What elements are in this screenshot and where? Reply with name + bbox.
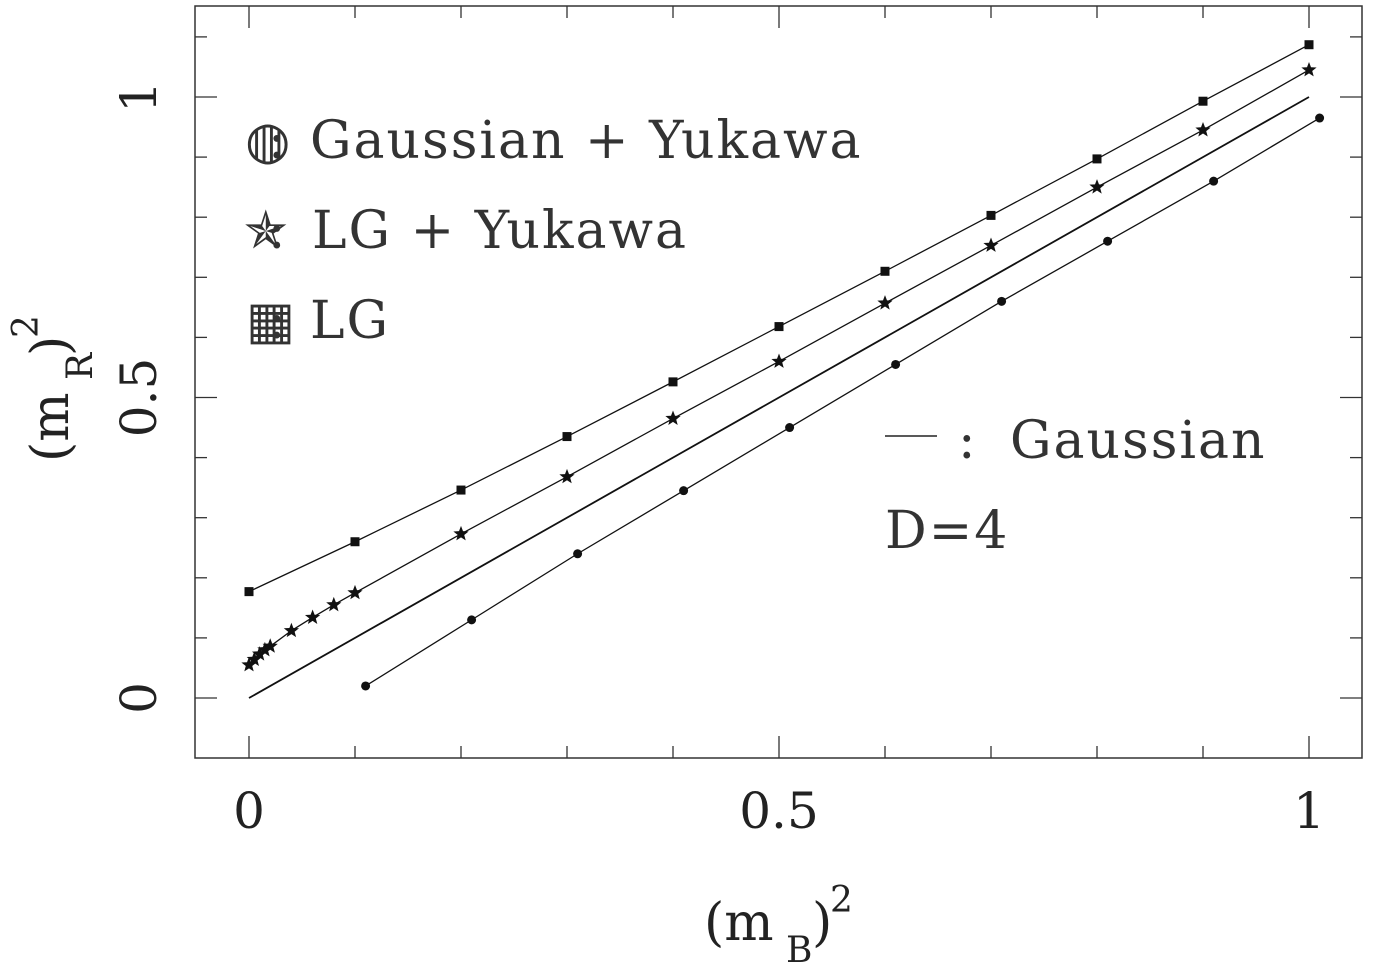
legend-sep-lg-yukawa: :: [268, 201, 288, 261]
data-point-circle: [1209, 176, 1219, 186]
gaussian-legend: : Gaussian: [885, 411, 1267, 471]
axis-ticks: 0 0.5 1 0 0.5 1: [110, 6, 1362, 840]
data-point-star: [241, 656, 257, 672]
data-point-square: [668, 377, 678, 387]
legend-symbol-lg-yukawa: ✯: [244, 201, 290, 261]
y-tick-label: 0: [110, 682, 168, 714]
data-point-star: [1301, 61, 1317, 77]
dimension-annotation: D=4: [885, 501, 1009, 561]
data-point-circle: [1103, 236, 1113, 246]
data-point-star: [877, 295, 893, 310]
legend-symbol-lg: ▦: [246, 291, 297, 351]
y-tick-label: 0.5: [110, 358, 168, 438]
y-tick-label-group: 1: [110, 81, 168, 113]
data-point-square: [986, 210, 996, 220]
data-point-star: [559, 468, 575, 484]
legend-sep-gaussian-yukawa: :: [268, 111, 288, 171]
series-layer: [241, 40, 1325, 699]
data-point-circle: [573, 549, 583, 559]
data-point-square: [1304, 40, 1314, 50]
data-point-star: [304, 609, 321, 624]
data-point-circle: [997, 296, 1007, 306]
data-point-square: [562, 432, 572, 442]
x-tick-label: 1: [1293, 782, 1325, 840]
x-axis-label-base: (m: [704, 893, 774, 953]
gaussian-legend-label: Gaussian: [1010, 411, 1267, 471]
legend-label-gaussian-yukawa: Gaussian + Yukawa: [310, 111, 862, 171]
data-point-square: [1092, 154, 1102, 164]
data-point-star: [983, 237, 999, 252]
data-point-star: [283, 622, 300, 638]
data-point-square: [880, 266, 890, 276]
data-point-star: [326, 596, 342, 612]
data-point-star: [771, 353, 787, 368]
data-point-square: [774, 322, 784, 332]
y-axis-label-sub: R: [60, 352, 101, 380]
data-point-circle: [361, 681, 371, 691]
y-axis-label-base: (m: [21, 392, 81, 462]
legend-label-lg: LG: [310, 291, 390, 351]
data-point-square: [350, 537, 360, 547]
data-point-star: [257, 641, 273, 657]
data-point-circle: [891, 359, 901, 369]
data-point-star: [1195, 122, 1211, 137]
y-axis-label-tail: ): [21, 336, 81, 356]
x-axis-label-sup: 2: [830, 880, 853, 921]
series-line: [365, 117, 1320, 687]
data-point-circle: [1315, 113, 1325, 123]
x-axis-label: (m B ) 2: [704, 880, 853, 970]
data-point-star: [1089, 179, 1105, 194]
data-point-square: [456, 485, 466, 495]
legend-sep-lg: :: [268, 291, 288, 351]
y-tick-label: 1: [110, 81, 168, 113]
series-line: [248, 96, 1310, 699]
data-point-star: [347, 584, 363, 600]
x-tick-label: 0.5: [739, 782, 819, 840]
data-point-star: [262, 638, 278, 653]
data-point-star: [453, 525, 469, 541]
y-axis-label: (m R ) 2: [6, 315, 101, 462]
y-tick-label-group: 0.5: [110, 358, 168, 438]
x-tick-label: 0: [233, 782, 265, 840]
gaussian-legend-sep: :: [958, 411, 978, 471]
y-axis-label-sup: 2: [6, 315, 47, 338]
y-tick-label-group: 0: [110, 682, 168, 714]
legend-label-lg-yukawa: LG + Yukawa: [312, 201, 688, 261]
x-axis-label-sub: B: [786, 930, 812, 970]
data-point-circle: [467, 615, 477, 625]
data-point-star: [251, 646, 268, 661]
data-point-star: [246, 651, 262, 667]
data-point-circle: [785, 423, 795, 433]
data-point-star: [665, 410, 681, 426]
data-point-square: [1198, 96, 1208, 106]
legend: ◍ : Gaussian + Yukawa ✯ : LG + Yukawa ▦ …: [244, 111, 862, 351]
data-point-square: [244, 587, 254, 597]
data-point-circle: [679, 486, 689, 496]
legend-symbol-gaussian-yukawa: ◍: [245, 111, 292, 171]
x-axis-label-tail: ): [812, 893, 832, 953]
